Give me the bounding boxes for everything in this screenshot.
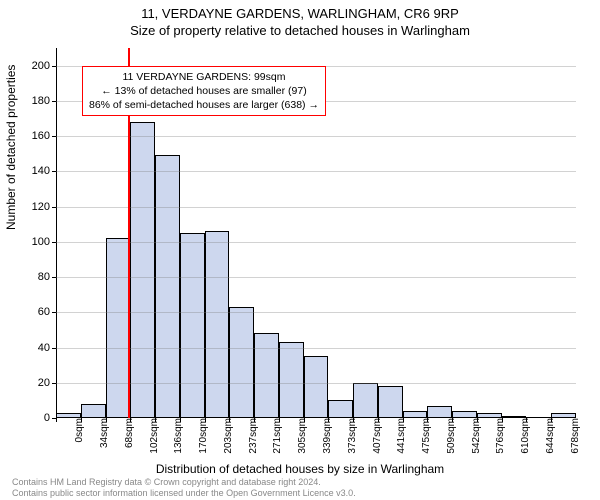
bar [378,386,403,418]
x-tick-label: 305sqm [295,418,308,454]
grid-line [56,348,576,349]
x-tick-label: 576sqm [493,418,506,454]
bar [180,233,205,418]
x-tick-label: 68sqm [122,418,135,448]
x-tick-label: 237sqm [246,418,259,454]
bar [130,122,155,418]
bar [304,356,329,418]
grid-line [56,136,576,137]
x-tick-mark [551,418,552,422]
x-tick-mark [427,418,428,422]
x-tick-mark [254,418,255,422]
x-tick-label: 203sqm [221,418,234,454]
x-tick-mark [378,418,379,422]
y-tick-mark [52,242,56,243]
title-sub: Size of property relative to detached ho… [0,21,600,38]
grid-line [56,312,576,313]
x-tick-mark [106,418,107,422]
x-tick-mark [180,418,181,422]
x-tick-mark [403,418,404,422]
y-tick-mark [52,383,56,384]
x-tick-label: 102sqm [147,418,160,454]
x-tick-label: 678sqm [568,418,581,454]
grid-line [56,277,576,278]
y-tick-mark [52,171,56,172]
x-tick-mark [229,418,230,422]
chart-container: 11, VERDAYNE GARDENS, WARLINGHAM, CR6 9R… [0,0,600,500]
x-tick-mark [155,418,156,422]
x-tick-label: 0sqm [72,418,85,442]
x-tick-label: 610sqm [518,418,531,454]
annotation-line: 86% of semi-detached houses are larger (… [89,98,319,112]
bar [279,342,304,418]
bar [403,411,428,418]
y-tick-mark [52,312,56,313]
x-tick-label: 34sqm [97,418,110,448]
attribution-line: Contains public sector information licen… [12,488,356,498]
bar [81,404,106,418]
x-tick-mark [526,418,527,422]
grid-line [56,171,576,172]
y-tick-mark [52,207,56,208]
grid-line [56,207,576,208]
x-tick-label: 644sqm [543,418,556,454]
bar [427,406,452,418]
annotation-box: 11 VERDAYNE GARDENS: 99sqm← 13% of detac… [82,66,326,117]
x-tick-mark [81,418,82,422]
y-tick-mark [52,66,56,67]
grid-line [56,242,576,243]
x-tick-mark [56,418,57,422]
y-tick-mark [52,136,56,137]
x-tick-label: 170sqm [196,418,209,454]
x-tick-mark [353,418,354,422]
bar [106,238,131,418]
x-tick-mark [328,418,329,422]
x-tick-label: 373sqm [345,418,358,454]
y-tick-mark [52,277,56,278]
annotation-line: ← 13% of detached houses are smaller (97… [89,84,319,98]
bar [452,411,477,418]
x-tick-mark [477,418,478,422]
x-tick-mark [279,418,280,422]
annotation-line: 11 VERDAYNE GARDENS: 99sqm [89,70,319,84]
grid-line [56,383,576,384]
y-tick-mark [52,348,56,349]
attribution: Contains HM Land Registry data © Crown c… [12,477,356,498]
bar [155,155,180,418]
x-tick-label: 271sqm [270,418,283,454]
x-tick-mark [130,418,131,422]
y-tick-mark [52,101,56,102]
x-tick-mark [304,418,305,422]
x-tick-mark [502,418,503,422]
x-tick-label: 441sqm [394,418,407,454]
x-tick-label: 407sqm [370,418,383,454]
x-tick-label: 509sqm [444,418,457,454]
plot-area: 0204060801001201401601802000sqm34sqm68sq… [56,48,576,418]
attribution-line: Contains HM Land Registry data © Crown c… [12,477,356,487]
bar [353,383,378,418]
bar [205,231,230,418]
x-tick-label: 339sqm [320,418,333,454]
y-axis-label: Number of detached properties [4,65,18,230]
x-tick-label: 475sqm [419,418,432,454]
x-tick-label: 136sqm [171,418,184,454]
x-tick-mark [205,418,206,422]
x-tick-label: 542sqm [469,418,482,454]
bar [229,307,254,418]
x-tick-mark [452,418,453,422]
bar [254,333,279,418]
x-axis-label: Distribution of detached houses by size … [0,462,600,476]
title-main: 11, VERDAYNE GARDENS, WARLINGHAM, CR6 9R… [0,0,600,21]
bar [328,400,353,418]
